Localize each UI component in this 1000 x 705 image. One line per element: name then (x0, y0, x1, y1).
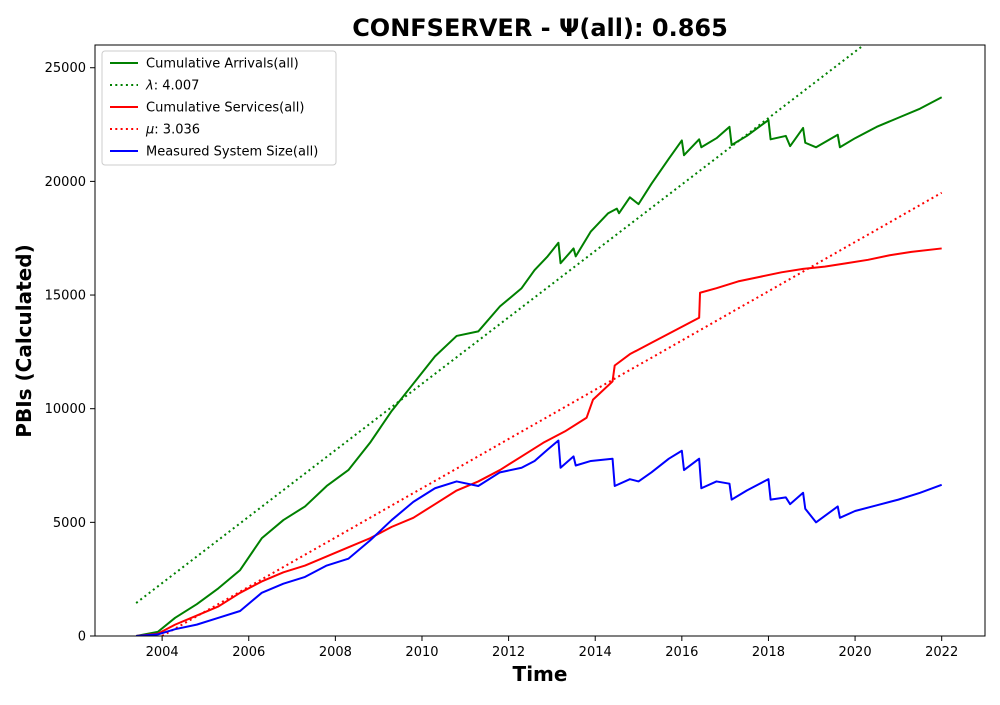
series-line-3 (161, 191, 943, 636)
y-tick-label: 5000 (53, 516, 86, 531)
x-tick-label: 2018 (752, 645, 785, 660)
series-line-4 (136, 439, 943, 636)
series-line-2 (136, 247, 942, 636)
x-tick-label: 2010 (405, 645, 438, 660)
x-tick-label: 2008 (319, 645, 352, 660)
y-tick-label: 20000 (45, 175, 86, 190)
x-axis-title: Time (513, 662, 568, 686)
legend-label-0: Cumulative Arrivals(all) (146, 57, 299, 72)
x-tick-label: 2006 (232, 645, 265, 660)
y-tick-label: 15000 (45, 289, 86, 304)
legend-label-1: λ: 4.007 (145, 79, 199, 94)
series-line-1 (135, 45, 865, 604)
x-tick-label: 2004 (146, 645, 179, 660)
x-tick-label: 2012 (492, 645, 525, 660)
series-line-0 (135, 96, 943, 636)
legend-box (101, 50, 337, 166)
y-tick-label: 10000 (45, 402, 86, 417)
axes: 2004 2006 2008 2010 2012 2014 2016 2018 2020 2022… (45, 44, 986, 660)
y-tick-label: 0 (78, 630, 86, 645)
axes-frame (94, 44, 986, 637)
legend-label-4: Measured System Size(all) (146, 145, 318, 160)
legend: Cumulative Arrivals(all) λ: 4.007 Cumulati… (101, 50, 337, 166)
x-tick-label: 2022 (925, 645, 958, 660)
y-tick-label: 25000 (45, 61, 86, 76)
chart-title: CONFSERVER - Ψ(all): 0.865 (352, 14, 728, 42)
x-tick-label: 2016 (665, 645, 698, 660)
x-tick-label: 2014 (579, 645, 612, 660)
legend-label-2: Cumulative Services(all) (146, 101, 304, 116)
x-tick-label: 2020 (839, 645, 872, 660)
legend-label-3: μ: 3.036 (145, 123, 200, 138)
y-axis-title: PBIs (Calculated) (12, 244, 36, 437)
plot-area (135, 45, 943, 636)
